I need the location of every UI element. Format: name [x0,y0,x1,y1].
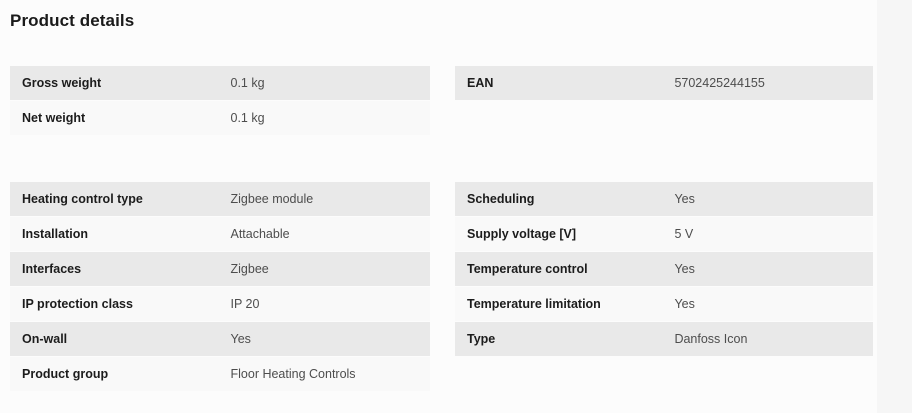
spec-row: Heating control type Zigbee module [10,182,430,216]
spec-value: Yes [674,192,695,206]
specs-group-weights: Gross weight 0.1 kg Net weight 0.1 kg [10,66,430,136]
spec-value: IP 20 [230,297,260,311]
spec-value: 5702425244155 [674,76,765,90]
specs-group-control: Scheduling Yes Supply voltage [V] 5 V Te… [455,182,873,357]
spec-label: EAN [467,76,494,90]
spec-value: Zigbee [230,262,269,276]
spec-label: Heating control type [22,192,143,206]
page-title: Product details [10,11,135,30]
spec-row: On-wall Yes [10,322,430,356]
spec-value: Zigbee module [230,192,314,206]
spec-row: Interfaces Zigbee [10,252,430,286]
spec-value: Yes [674,262,695,276]
spec-row: Product group Floor Heating Controls [10,357,430,391]
content-area: Product details Gross weight 0.1 kg Net … [10,11,873,392]
spec-value: 0.1 kg [230,76,265,90]
spec-value: Floor Heating Controls [230,367,356,381]
spec-row: IP protection class IP 20 [10,287,430,321]
spec-row: Installation Attachable [10,217,430,251]
spec-label: Interfaces [22,262,82,276]
spec-value: Yes [674,297,695,311]
spec-label: Temperature control [467,262,588,276]
spec-label: Net weight [22,111,86,125]
spec-label: Temperature limitation [467,297,601,311]
spec-label: IP protection class [22,297,133,311]
spec-label: Gross weight [22,76,102,90]
specs-group-ean: EAN 5702425244155 [455,66,873,101]
spec-label: Installation [22,227,88,241]
spec-value: 0.1 kg [230,111,265,125]
spec-label: On-wall [22,332,68,346]
spec-row: Gross weight 0.1 kg [10,66,430,100]
spec-label: Supply voltage [V] [467,227,577,241]
spec-value: Danfoss Icon [674,332,748,346]
spec-value: Yes [230,332,251,346]
spec-label: Product group [22,367,109,381]
spec-label: Type [467,332,496,346]
spec-row: Type Danfoss Icon [455,322,873,356]
spec-row: Scheduling Yes [455,182,873,216]
spec-row: Temperature limitation Yes [455,287,873,321]
spec-value: 5 V [674,227,694,241]
spec-row: Net weight 0.1 kg [10,101,430,135]
spec-row: Temperature control Yes [455,252,873,286]
spec-value: Attachable [230,227,290,241]
spec-row: EAN 5702425244155 [455,66,873,100]
specs-group-heating: Heating control type Zigbee module Insta… [10,182,430,392]
spec-label: Scheduling [467,192,535,206]
spec-row: Supply voltage [V] 5 V [455,217,873,251]
